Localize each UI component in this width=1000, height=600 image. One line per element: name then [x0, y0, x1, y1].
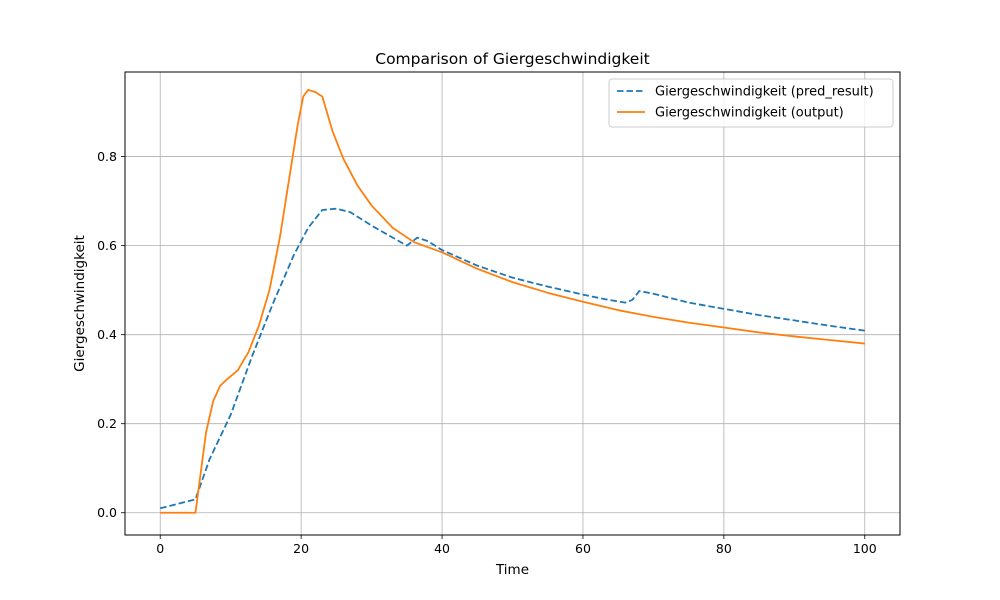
- x-tick-label: 20: [293, 541, 309, 556]
- series-line-pred-result: [160, 207, 865, 510]
- axis-ticks: 0 20 40 60 80 100 0.0 0.2 0.4 0.6 0.8: [97, 149, 877, 556]
- legend-label-output: Giergeschwindigkeit (output): [655, 106, 844, 121]
- x-axis-label: Time: [495, 562, 529, 578]
- x-tick-label: 60: [575, 541, 591, 556]
- y-tick-label: 0.4: [97, 327, 117, 342]
- y-axis-label: Giergeschwindigkeit: [72, 235, 88, 372]
- grid-lines: [125, 72, 900, 535]
- y-tick-label: 0.0: [97, 505, 117, 520]
- legend-label-pred-result: Giergeschwindigkeit (pred_result): [655, 85, 874, 100]
- series-lines: [160, 88, 865, 514]
- legend: Giergeschwindigkeit (pred_result) Gierge…: [608, 78, 894, 128]
- x-tick-label: 80: [716, 541, 732, 556]
- x-tick-label: 0: [156, 541, 164, 556]
- chart-title: Comparison of Giergeschwindigkeit: [375, 50, 649, 68]
- plot-frame: [124, 71, 901, 536]
- legend-box: [608, 78, 894, 128]
- series-line-output: [160, 88, 865, 514]
- y-tick-label: 0.8: [97, 149, 117, 164]
- x-tick-label: 100: [853, 541, 877, 556]
- x-tick-label: 40: [434, 541, 450, 556]
- y-tick-label: 0.2: [97, 416, 117, 431]
- y-tick-label: 0.6: [97, 238, 117, 253]
